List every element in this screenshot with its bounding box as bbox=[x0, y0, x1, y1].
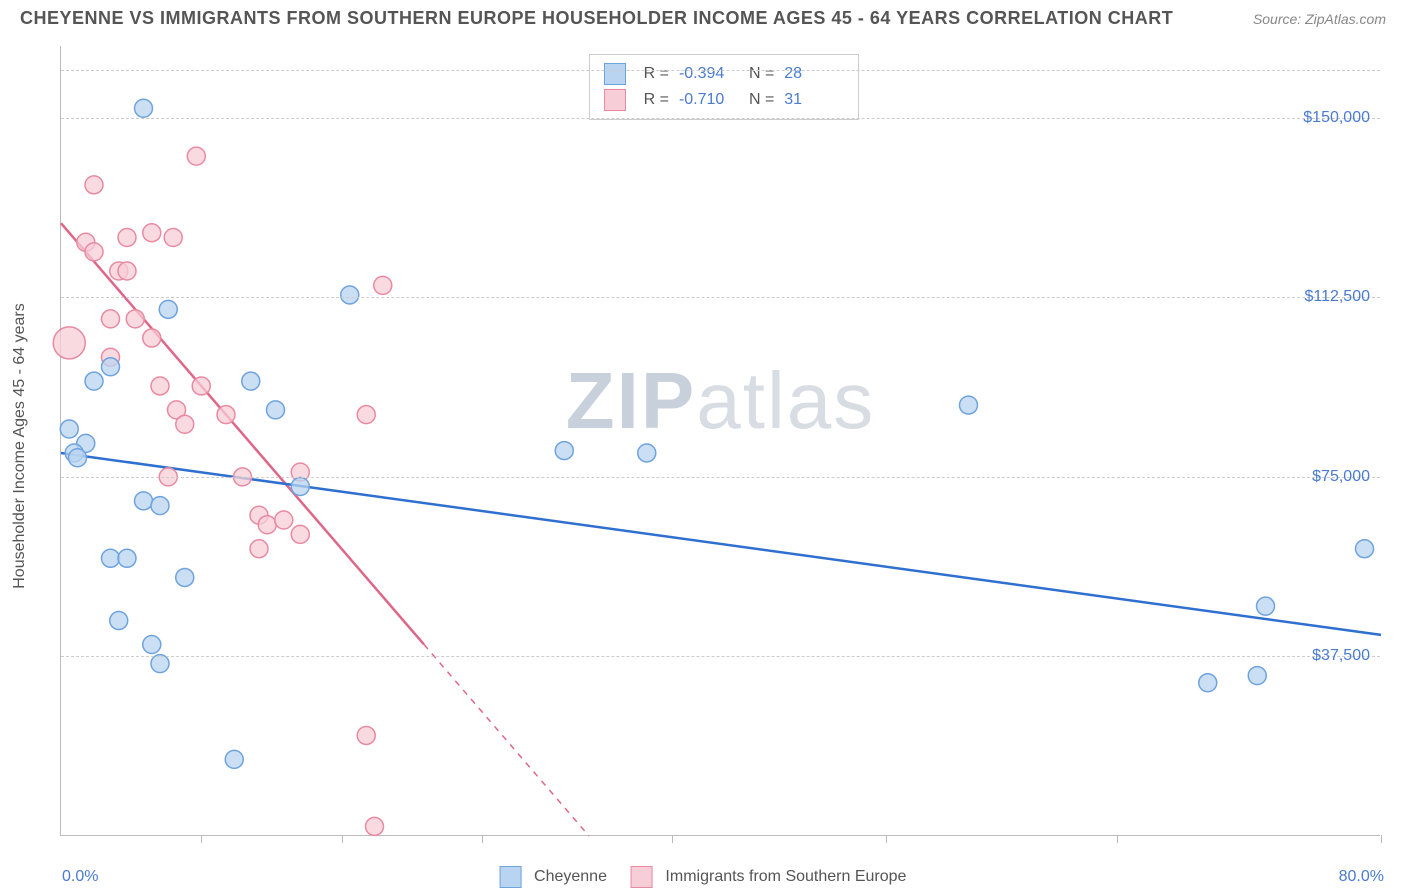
data-point-immigrants bbox=[291, 525, 309, 543]
data-point-immigrants bbox=[366, 817, 384, 835]
swatch-immigrants bbox=[631, 866, 653, 888]
data-point-immigrants bbox=[258, 516, 276, 534]
n-value-immigrants: 31 bbox=[784, 91, 844, 109]
y-tick-label: $112,500 bbox=[1304, 288, 1370, 306]
data-point-immigrants bbox=[192, 377, 210, 395]
n-value-cheyenne: 28 bbox=[784, 65, 844, 83]
data-point-immigrants bbox=[357, 406, 375, 424]
data-point-cheyenne bbox=[60, 420, 78, 438]
n-label: N = bbox=[749, 65, 774, 83]
data-point-immigrants bbox=[187, 147, 205, 165]
data-point-immigrants bbox=[118, 229, 136, 247]
data-point-cheyenne bbox=[242, 372, 260, 390]
legend-label-cheyenne: Cheyenne bbox=[534, 868, 607, 885]
data-point-immigrants bbox=[118, 262, 136, 280]
data-point-cheyenne bbox=[151, 497, 169, 515]
x-max-label: 80.0% bbox=[1339, 868, 1384, 886]
data-point-cheyenne bbox=[85, 372, 103, 390]
data-point-immigrants bbox=[143, 329, 161, 347]
scatter-svg bbox=[61, 46, 1380, 835]
data-point-cheyenne bbox=[1257, 597, 1275, 615]
data-point-cheyenne bbox=[102, 358, 120, 376]
x-min-label: 0.0% bbox=[62, 868, 98, 886]
x-tick bbox=[482, 835, 483, 843]
data-point-immigrants bbox=[143, 224, 161, 242]
data-point-immigrants bbox=[85, 243, 103, 261]
gridline-h bbox=[61, 477, 1380, 478]
data-point-immigrants bbox=[53, 327, 85, 359]
data-point-cheyenne bbox=[960, 396, 978, 414]
data-point-immigrants bbox=[176, 415, 194, 433]
data-point-cheyenne bbox=[341, 286, 359, 304]
data-point-immigrants bbox=[217, 406, 235, 424]
data-point-immigrants bbox=[357, 726, 375, 744]
x-tick bbox=[342, 835, 343, 843]
y-tick-label: $37,500 bbox=[1312, 647, 1370, 665]
gridline-h bbox=[61, 70, 1380, 71]
gridline-h bbox=[61, 656, 1380, 657]
data-point-immigrants bbox=[85, 176, 103, 194]
legend-item-cheyenne: Cheyenne bbox=[500, 866, 607, 888]
data-point-cheyenne bbox=[143, 635, 161, 653]
r-value-immigrants: -0.710 bbox=[679, 91, 739, 109]
gridline-h bbox=[61, 297, 1380, 298]
legend-item-immigrants: Immigrants from Southern Europe bbox=[631, 866, 906, 888]
gridline-h bbox=[61, 118, 1380, 119]
data-point-cheyenne bbox=[1356, 540, 1374, 558]
data-point-immigrants bbox=[275, 511, 293, 529]
x-tick bbox=[886, 835, 887, 843]
chart-header: CHEYENNE VS IMMIGRANTS FROM SOUTHERN EUR… bbox=[0, 0, 1406, 29]
r-value-cheyenne: -0.394 bbox=[679, 65, 739, 83]
source-attribution: Source: ZipAtlas.com bbox=[1253, 11, 1386, 27]
series-legend: Cheyenne Immigrants from Southern Europe bbox=[500, 866, 907, 888]
data-point-cheyenne bbox=[638, 444, 656, 462]
r-label: R = bbox=[644, 65, 669, 83]
data-point-cheyenne bbox=[291, 477, 309, 495]
y-tick-label: $75,000 bbox=[1312, 468, 1370, 486]
swatch-immigrants bbox=[604, 89, 626, 111]
data-point-cheyenne bbox=[159, 300, 177, 318]
x-tick bbox=[201, 835, 202, 843]
data-point-immigrants bbox=[102, 310, 120, 328]
data-point-cheyenne bbox=[135, 492, 153, 510]
x-tick bbox=[672, 835, 673, 843]
data-point-immigrants bbox=[126, 310, 144, 328]
y-axis-title: Householder Income Ages 45 - 64 years bbox=[11, 303, 29, 589]
data-point-cheyenne bbox=[225, 750, 243, 768]
chart-title: CHEYENNE VS IMMIGRANTS FROM SOUTHERN EUR… bbox=[20, 8, 1173, 29]
data-point-cheyenne bbox=[267, 401, 285, 419]
plot-area: ZIPatlas R = -0.394 N = 28 R = -0.710 N … bbox=[60, 46, 1380, 836]
data-point-immigrants bbox=[151, 377, 169, 395]
data-point-cheyenne bbox=[176, 568, 194, 586]
swatch-cheyenne bbox=[604, 63, 626, 85]
trend-line-immigrants bbox=[61, 223, 424, 644]
legend-label-immigrants: Immigrants from Southern Europe bbox=[665, 868, 906, 885]
data-point-cheyenne bbox=[110, 612, 128, 630]
data-point-immigrants bbox=[164, 229, 182, 247]
data-point-cheyenne bbox=[1199, 674, 1217, 692]
n-label: N = bbox=[749, 91, 774, 109]
data-point-cheyenne bbox=[555, 442, 573, 460]
data-point-cheyenne bbox=[135, 99, 153, 117]
correlation-legend: R = -0.394 N = 28 R = -0.710 N = 31 bbox=[589, 54, 860, 120]
data-point-cheyenne bbox=[118, 549, 136, 567]
r-label: R = bbox=[644, 91, 669, 109]
swatch-cheyenne bbox=[500, 866, 522, 888]
data-point-cheyenne bbox=[1248, 667, 1266, 685]
correlation-row-cheyenne: R = -0.394 N = 28 bbox=[604, 61, 845, 87]
y-tick-label: $150,000 bbox=[1303, 109, 1370, 127]
x-tick bbox=[1117, 835, 1118, 843]
data-point-cheyenne bbox=[69, 449, 87, 467]
trend-line-dash-immigrants bbox=[424, 644, 589, 836]
data-point-cheyenne bbox=[102, 549, 120, 567]
data-point-immigrants bbox=[250, 540, 268, 558]
correlation-row-immigrants: R = -0.710 N = 31 bbox=[604, 87, 845, 113]
data-point-immigrants bbox=[374, 276, 392, 294]
x-tick bbox=[1381, 835, 1382, 843]
